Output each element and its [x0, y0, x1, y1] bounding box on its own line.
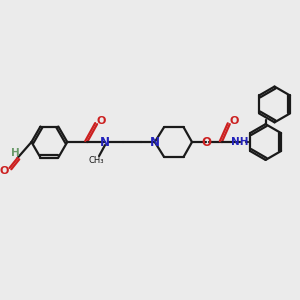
Text: O: O [201, 136, 211, 148]
Text: O: O [229, 116, 239, 126]
Text: N: N [100, 136, 110, 148]
Text: H: H [11, 148, 20, 158]
Text: CH₃: CH₃ [88, 156, 104, 165]
Text: NH: NH [231, 137, 248, 147]
Text: N: N [150, 136, 160, 148]
Text: O: O [0, 166, 9, 176]
Text: O: O [96, 116, 106, 126]
